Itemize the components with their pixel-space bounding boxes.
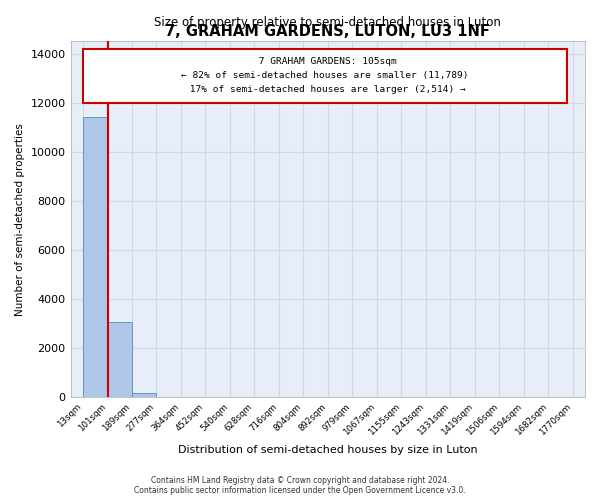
X-axis label: Distribution of semi-detached houses by size in Luton: Distribution of semi-detached houses by … <box>178 445 478 455</box>
Bar <box>83 118 107 397</box>
Y-axis label: Number of semi-detached properties: Number of semi-detached properties <box>15 122 25 316</box>
Text: Contains HM Land Registry data © Crown copyright and database right 2024.
Contai: Contains HM Land Registry data © Crown c… <box>134 476 466 495</box>
Text: Size of property relative to semi-detached houses in Luton: Size of property relative to semi-detach… <box>154 16 501 29</box>
Text: 7 GRAHAM GARDENS: 105sqm
← 82% of semi-detached houses are smaller (11,789)
 17%: 7 GRAHAM GARDENS: 105sqm ← 82% of semi-d… <box>181 58 469 94</box>
Bar <box>107 322 131 397</box>
Title: 7, GRAHAM GARDENS, LUTON, LU3 1NF: 7, GRAHAM GARDENS, LUTON, LU3 1NF <box>166 24 490 39</box>
Bar <box>132 392 156 397</box>
FancyBboxPatch shape <box>83 49 567 103</box>
